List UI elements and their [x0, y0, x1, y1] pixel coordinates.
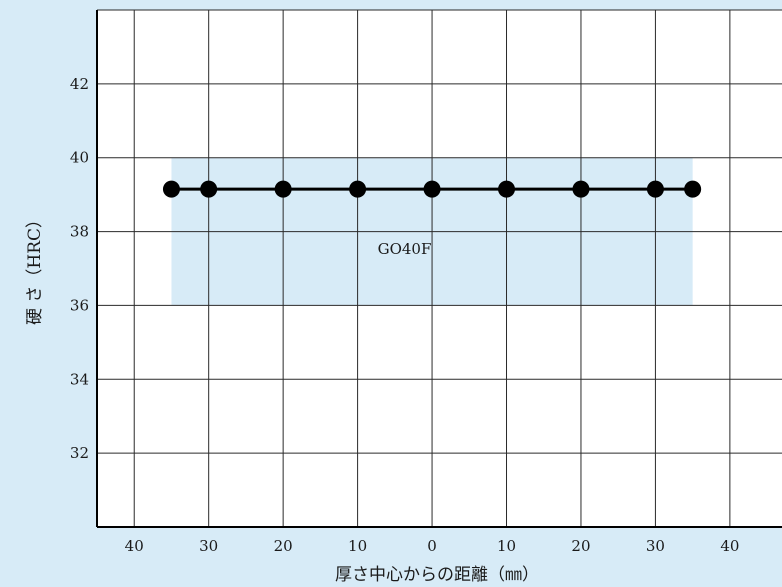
data-point: [423, 180, 441, 198]
x-tick-label: 40: [720, 537, 739, 555]
y-tick-label: 40: [70, 149, 89, 167]
y-tick-label: 42: [70, 75, 89, 93]
grid-layer: [97, 9, 782, 527]
y-tick-label: 34: [70, 370, 89, 388]
y-axis-title: 硬 さ（HRC）: [25, 211, 45, 325]
y-tick-label: 32: [70, 444, 89, 462]
x-tick-label: 10: [497, 537, 516, 555]
x-tick-label: 20: [274, 537, 293, 555]
data-point: [646, 180, 664, 198]
y-tick-labels: 32 34 36 38 40 42: [70, 75, 89, 462]
data-point: [274, 180, 292, 198]
x-tick-label: 10: [348, 537, 367, 555]
x-tick-label: 20: [571, 537, 590, 555]
y-tick-label: 36: [70, 296, 89, 314]
axis-layer: [96, 10, 782, 528]
data-point: [349, 180, 367, 198]
x-tick-labels: 40 30 20 10 0 10 20 30 40: [125, 537, 740, 555]
x-tick-label: 30: [646, 537, 665, 555]
data-point: [200, 180, 218, 198]
x-axis-title: 厚さ中心からの距離（㎜）: [335, 565, 539, 585]
annotation-layer: GO40F: [378, 240, 432, 258]
series-label-go40f: GO40F: [378, 240, 432, 258]
data-point: [684, 180, 702, 198]
x-tick-label: 30: [199, 537, 218, 555]
data-point: [162, 180, 180, 198]
data-point: [498, 180, 516, 198]
x-tick-label: 40: [125, 537, 144, 555]
y-tick-label: 38: [70, 223, 89, 241]
series-layer: [162, 180, 702, 198]
x-tick-label: 0: [427, 537, 437, 555]
data-point: [572, 180, 590, 198]
